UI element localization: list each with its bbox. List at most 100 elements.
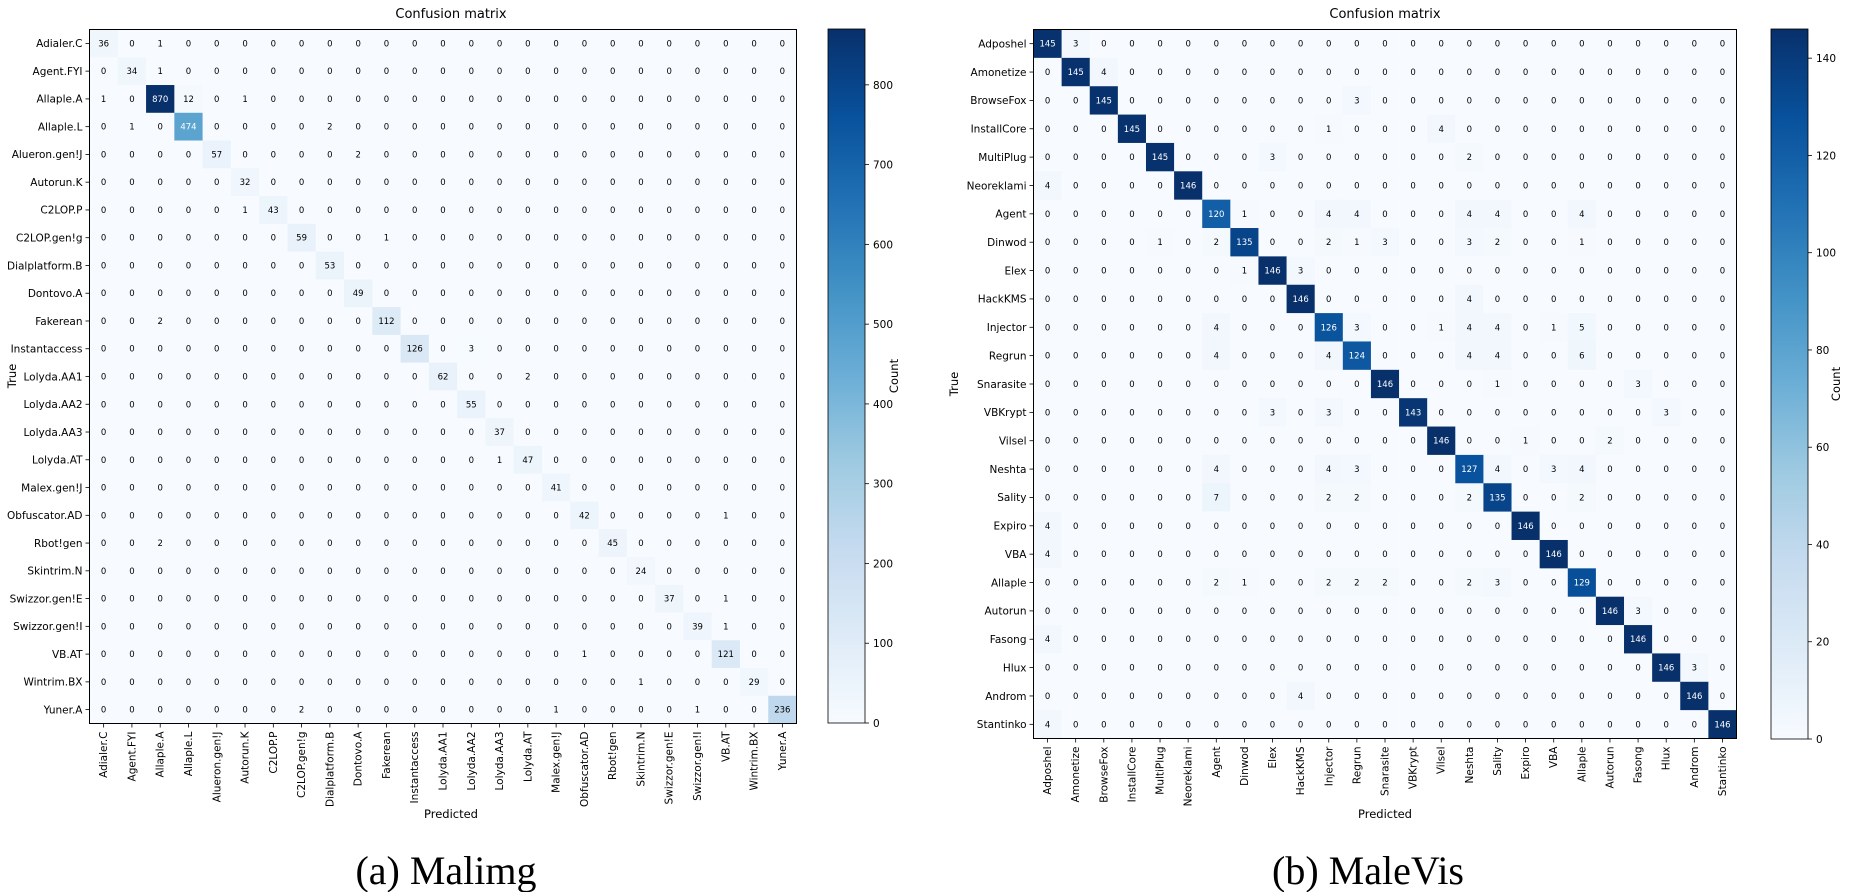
cell-value-label: 0: [553, 234, 558, 244]
heatmap-cell: [768, 307, 797, 336]
cell-value-label: 0: [582, 678, 587, 688]
heatmap-cell: [1033, 313, 1062, 342]
cell-value-label: 1: [1242, 267, 1247, 277]
cell-value-label: 0: [299, 511, 304, 521]
figure-caption: (a) Malimg: [355, 848, 536, 892]
heatmap-cell: [1624, 710, 1653, 739]
heatmap-cell: [739, 362, 769, 391]
cell-value-label: 0: [214, 261, 219, 271]
heatmap-cell: [1202, 284, 1231, 314]
cell-value-label: 0: [497, 484, 502, 494]
heatmap-cell: [1511, 625, 1540, 654]
cell-value-label: 0: [1607, 635, 1612, 645]
cell-value-label: 0: [214, 622, 219, 632]
heatmap-cell: [287, 584, 317, 613]
heatmap-cell: [315, 445, 345, 474]
heatmap-cell: [683, 140, 712, 169]
cell-value-label: 0: [384, 511, 389, 521]
heatmap-cell: [1370, 625, 1400, 654]
heatmap-cell: [230, 112, 260, 141]
cell-value-label: 0: [1551, 607, 1556, 617]
cell-value-label: 2: [1214, 238, 1219, 248]
cell-value-label: 0: [638, 595, 643, 605]
heatmap-cell: [1286, 369, 1315, 399]
cell-value-label: 0: [355, 539, 360, 549]
heatmap-cell: [1567, 625, 1597, 654]
heatmap-cell: [711, 445, 741, 474]
cell-value-label: 0: [751, 261, 756, 271]
cell-value-label: 0: [1579, 68, 1584, 78]
cell-value-label: 0: [1663, 210, 1668, 220]
cell-value-label: 0: [129, 206, 134, 216]
heatmap-cell: [1117, 171, 1147, 200]
cell-value-label: 0: [1607, 352, 1612, 362]
cell-value-label: 0: [1298, 153, 1303, 163]
heatmap-cell: [683, 251, 712, 280]
heatmap-cell: [1033, 596, 1062, 626]
heatmap-cell: [485, 612, 514, 641]
heatmap-cell: [287, 612, 317, 641]
cell-value-label: 0: [1410, 607, 1415, 617]
heatmap-cell: [1314, 313, 1344, 342]
heatmap-cell: [1145, 341, 1175, 371]
heatmap-cell: [117, 112, 147, 141]
cell-value-label: 45: [607, 539, 618, 549]
cell-value-label: 0: [214, 484, 219, 494]
cell-value-label: 0: [1410, 465, 1415, 475]
heatmap-cell: [1342, 29, 1372, 59]
heatmap-cell: [174, 168, 203, 197]
heatmap-cell: [1595, 681, 1625, 711]
heatmap-cell: [315, 640, 345, 669]
cell-value-label: 146: [1602, 607, 1618, 617]
cell-value-label: 0: [469, 178, 474, 188]
heatmap-cell: [457, 390, 486, 419]
cell-value-label: 0: [271, 428, 276, 438]
heatmap-cell: [1174, 284, 1203, 314]
cell-value-label: 0: [525, 67, 530, 77]
cell-value-label: 0: [780, 317, 785, 327]
cell-value-label: 0: [1129, 295, 1134, 305]
cell-value-label: 0: [242, 39, 247, 49]
heatmap-cell: [174, 695, 203, 724]
cell-value-label: 0: [1720, 493, 1725, 503]
cell-value-label: 0: [1073, 522, 1078, 532]
cell-value-label: 0: [1692, 352, 1697, 362]
cell-value-label: 0: [553, 95, 558, 105]
cell-value-label: 0: [469, 373, 474, 383]
cell-value-label: 0: [1157, 181, 1162, 191]
cell-value-label: 0: [751, 622, 756, 632]
heatmap-cell: [428, 695, 458, 724]
y-tick-label: Rbot!gen: [34, 538, 83, 550]
cell-value-label: 0: [638, 150, 643, 160]
heatmap-cell: [1427, 114, 1456, 144]
heatmap-cell: [1286, 710, 1315, 739]
heatmap-cell: [1202, 653, 1231, 683]
heatmap-cell: [1258, 454, 1287, 484]
cell-value-label: 0: [1523, 153, 1528, 163]
heatmap-cell: [230, 640, 260, 669]
cell-value-label: 0: [1129, 607, 1134, 617]
cell-value-label: 0: [1720, 238, 1725, 248]
heatmap-cell: [202, 390, 232, 419]
cell-value-label: 0: [327, 178, 332, 188]
cell-value-label: 0: [1523, 352, 1528, 362]
heatmap-cell: [1174, 228, 1203, 257]
heatmap-cell: [739, 85, 769, 114]
heatmap-cell: [117, 196, 147, 225]
heatmap-cell: [1258, 710, 1287, 739]
heatmap-cell: [1483, 199, 1512, 229]
heatmap-cell: [146, 140, 175, 169]
cell-value-label: 0: [1326, 692, 1331, 702]
cell-value-label: 0: [553, 345, 558, 355]
heatmap-cell: [1033, 57, 1062, 87]
cell-value-label: 0: [1607, 323, 1612, 333]
heatmap-cell: [1286, 313, 1315, 342]
cell-value-label: 0: [1720, 125, 1725, 135]
cell-value-label: 0: [299, 373, 304, 383]
heatmap-cell: [739, 251, 769, 280]
heatmap-cell: [1117, 86, 1147, 115]
cell-value-label: 0: [1551, 408, 1556, 418]
heatmap-cell: [1286, 426, 1315, 456]
cell-value-label: 0: [214, 400, 219, 410]
